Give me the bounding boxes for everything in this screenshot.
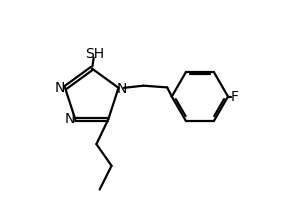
Text: N: N — [117, 82, 127, 96]
Text: SH: SH — [85, 47, 104, 61]
Text: N: N — [54, 81, 65, 95]
Text: F: F — [231, 90, 239, 104]
Text: N: N — [65, 112, 75, 126]
